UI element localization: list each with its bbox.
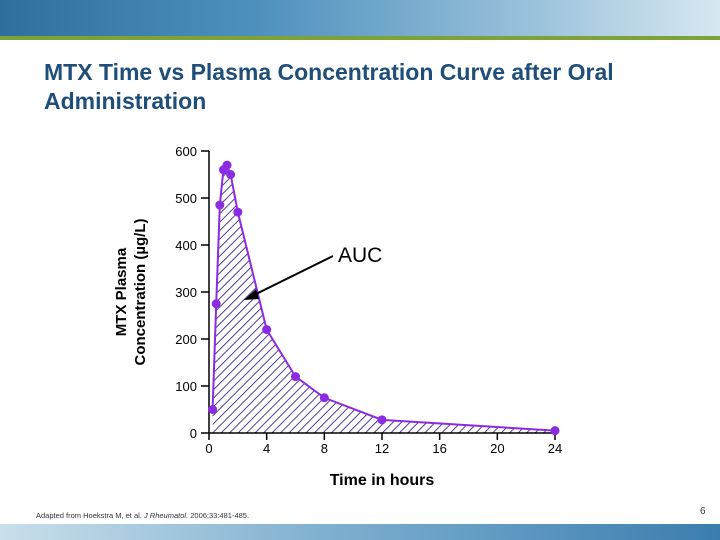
auc-arrow-head: [244, 289, 259, 300]
page-number: 6: [700, 506, 706, 517]
y-tick-label-400: 400: [175, 238, 197, 253]
auc-area-layer: [211, 163, 556, 433]
footnote: Adapted from Hoekstra M, et al. J Rheuma…: [36, 511, 249, 520]
data-point-7: [262, 325, 272, 335]
data-point-6: [233, 207, 243, 217]
y-tick-label-100: 100: [175, 379, 197, 394]
x-tick-label-20: 20: [490, 441, 504, 456]
x-tick-label-12: 12: [375, 441, 389, 456]
y-axis-label-line2: Concentration (µg/L): [132, 219, 149, 366]
slide-title: MTX Time vs Plasma Concentration Curve a…: [44, 59, 614, 114]
data-point-4: [222, 160, 232, 170]
auc-arrow-line: [251, 255, 334, 297]
concentration-curve: [211, 163, 556, 432]
data-point-10: [377, 415, 387, 425]
data-point-11: [550, 426, 560, 436]
y-tick-label-0: 0: [190, 426, 197, 441]
footnote-citation: 2006;33:481-485.: [188, 511, 250, 520]
data-point-0: [208, 405, 218, 414]
bottom-bar: [0, 524, 720, 540]
data-points-layer: [208, 160, 560, 436]
x-tick-label-24: 24: [548, 441, 562, 456]
x-tick-label-0: 0: [205, 441, 212, 456]
footnote-journal: J Rheumatol.: [143, 511, 189, 520]
data-point-2: [215, 200, 225, 210]
data-point-5: [226, 170, 236, 179]
annotation-layer: AUC: [244, 244, 382, 300]
axes-layer: 0 100 200 300 400 500 600 0 4 8 12 16 20 24 Time in ho…: [113, 144, 562, 489]
auc-hatched-area: [212, 165, 555, 433]
top-banner: [0, 0, 720, 36]
data-point-8: [291, 372, 300, 382]
top-stripe: [0, 36, 720, 40]
y-tick-label-200: 200: [175, 332, 197, 347]
y-tick-label-500: 500: [175, 191, 197, 206]
y-tick-label-600: 600: [175, 144, 197, 159]
x-tick-label-8: 8: [321, 441, 328, 456]
auc-label: AUC: [338, 244, 382, 267]
data-point-9: [319, 393, 329, 403]
x-tick-label-16: 16: [432, 441, 446, 456]
footnote-authors: Adapted from Hoekstra M, et al.: [36, 511, 144, 520]
y-axis-label-line1: MTX Plasma: [113, 247, 130, 336]
x-axis-label: Time in hours: [330, 472, 435, 489]
data-point-1: [211, 299, 221, 309]
y-tick-label-300: 300: [175, 285, 197, 300]
x-tick-label-4: 4: [263, 441, 270, 456]
